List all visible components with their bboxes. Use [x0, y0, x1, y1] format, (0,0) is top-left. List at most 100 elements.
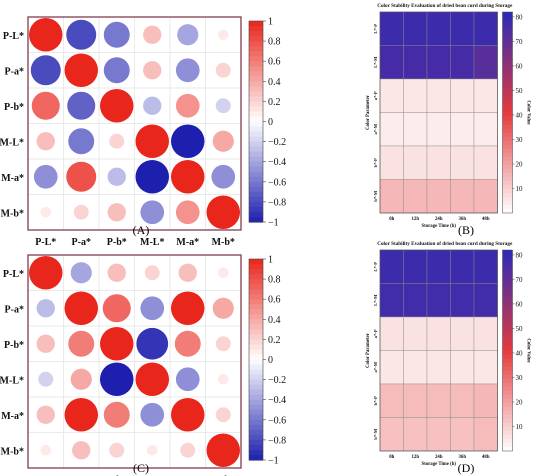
colorbar-segment	[502, 180, 513, 186]
correlation-circle	[67, 91, 96, 120]
colorbar-segment	[249, 294, 263, 300]
correlation-circle	[36, 299, 55, 318]
correlation-circle	[215, 62, 231, 78]
correlation-circle	[175, 200, 200, 225]
colorbar-segment	[249, 176, 263, 183]
colorbar-segment	[502, 116, 513, 122]
correlation-circle	[171, 124, 205, 158]
heatmap-cell	[426, 45, 451, 80]
y-tick-label: L*-P	[373, 24, 378, 34]
y-tick-label: L*-M	[373, 294, 378, 306]
colorbar-segment	[502, 394, 513, 400]
colorbar-segment	[249, 314, 263, 320]
heatmap-cell	[403, 11, 428, 46]
chart-title: Color Stability Evaluation of dried bean…	[377, 241, 513, 247]
colorbar-segment	[249, 61, 263, 67]
colorbar-tick-label: −0.4	[268, 395, 286, 406]
x-tick-label: 0h	[389, 217, 394, 222]
colorbar-segment	[502, 358, 513, 364]
correlation-circle	[144, 265, 160, 281]
colorbar-segment	[249, 439, 263, 446]
heatmap-cell	[450, 45, 475, 80]
heatmap-cell	[473, 112, 498, 147]
row-label: P-b*	[4, 340, 24, 351]
colorbar-segment	[502, 68, 513, 73]
heatmap-cell	[473, 316, 498, 351]
colorbar-segment	[502, 72, 513, 77]
colorbar-segment	[502, 254, 513, 259]
colorbar-segment	[502, 88, 513, 93]
colorbar-segment	[502, 350, 513, 356]
colorbar-segment	[502, 262, 513, 267]
colorbar-tick-label: 50	[516, 87, 524, 95]
colorbar-segment	[502, 60, 513, 65]
colorbar-segment	[502, 410, 513, 416]
correlation-circle	[177, 24, 199, 46]
y-tick-label: L*-P	[373, 262, 378, 272]
heatmap-cell	[473, 249, 498, 284]
colorbar-segment	[249, 216, 263, 223]
correlation-circle	[146, 444, 158, 456]
colorbar-segment	[249, 151, 263, 158]
correlation-circle	[100, 362, 134, 396]
colorbar-segment	[249, 379, 263, 386]
correlation-circle	[212, 297, 234, 319]
correlation-circle	[206, 195, 240, 229]
colorbar-tick-label: −0.8	[268, 197, 286, 208]
plot-frame	[379, 249, 498, 452]
heatmap-cell	[426, 249, 451, 284]
correlation-circle	[143, 61, 162, 80]
colorbar-segment	[502, 36, 513, 41]
colorbar: 80 70 60 50 40 30 20 10 Color Value	[502, 249, 531, 452]
heatmap-cell	[379, 11, 404, 46]
colorbar-segment	[502, 418, 513, 424]
colorbar-segment	[249, 91, 263, 97]
colorbar-segment	[502, 96, 513, 102]
colorbar-segment	[502, 270, 513, 275]
heatmap-cell	[403, 112, 428, 147]
heatmap-cell	[450, 383, 475, 418]
correlation-circle	[64, 291, 98, 325]
colorbar-segment	[502, 48, 513, 53]
plot-frame	[379, 11, 498, 214]
colorbar-segment	[502, 302, 513, 307]
heatmap-cell	[473, 179, 498, 214]
colorbar-tick-label: 10	[516, 423, 524, 431]
correlation-circle	[33, 164, 58, 189]
correlation-circle	[36, 132, 55, 151]
colorbar-tick-label: 20	[516, 398, 524, 406]
correlation-circle	[68, 128, 95, 155]
heatmap-cell	[426, 78, 451, 113]
colorbar-tick-label: 0.8	[268, 37, 281, 48]
colorbar-segment	[502, 192, 513, 198]
colorbar-segment	[249, 206, 263, 213]
colorbar-segment	[502, 334, 513, 340]
colorbar-segment	[249, 31, 263, 37]
panel-label-c: (C)	[133, 461, 149, 475]
colorbar-tick-label: −0.6	[268, 415, 286, 426]
colorbar-segment	[502, 152, 513, 158]
colorbar-segment	[249, 429, 263, 436]
colorbar-segment	[249, 161, 263, 168]
colorbar-segment	[249, 264, 263, 270]
colorbar-segment	[502, 64, 513, 69]
colorbar-segment	[502, 274, 513, 279]
colorbar-segment	[502, 56, 513, 61]
panel-c-correlation-plot: P-L*P-a*P-b*M-L*M-a*M-b*P-L*P-a*P-b*M-L*…	[0, 254, 286, 476]
colorbar-tick-label: 0.2	[268, 97, 281, 108]
heatmap-cell	[379, 179, 404, 214]
colorbar-segment	[249, 181, 263, 188]
colorbar-segment	[249, 319, 263, 325]
heatmap-cell	[450, 145, 475, 180]
correlation-circle	[36, 334, 55, 353]
colorbar-segment	[502, 40, 513, 45]
colorbar-tick-label: −0.8	[268, 435, 286, 446]
colorbar-tick-label: 30	[516, 136, 524, 144]
column-label: P-b*	[107, 237, 127, 248]
colorbar-segment	[502, 250, 513, 255]
x-tick-label: 0h	[389, 455, 394, 460]
correlation-circle	[212, 130, 234, 152]
colorbar-segment	[249, 339, 263, 346]
correlation-circle	[135, 124, 169, 158]
